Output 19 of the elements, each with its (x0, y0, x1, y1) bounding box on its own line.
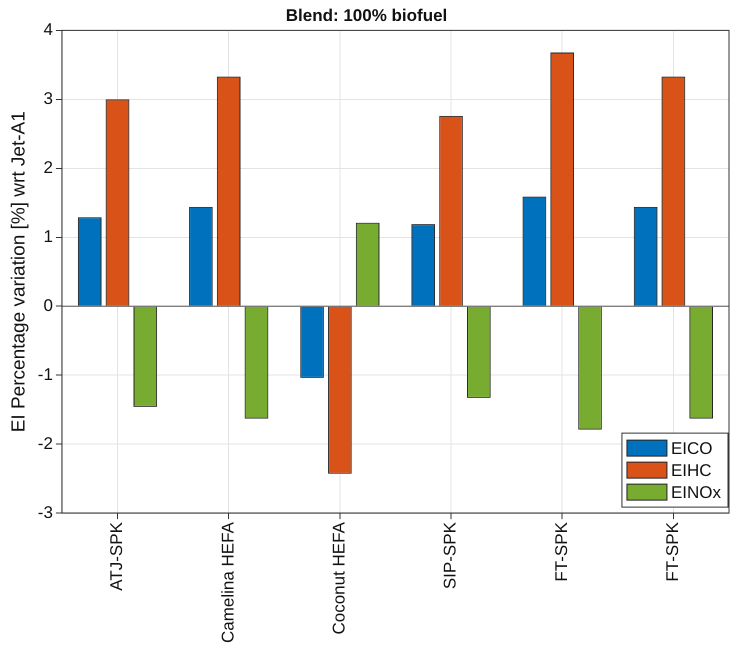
y-tick-label: -3 (38, 502, 53, 522)
x-tick-label: SIP-SPK (440, 521, 460, 590)
y-tick-label: 4 (43, 20, 53, 40)
x-tick-label: FT-SPK (663, 521, 682, 582)
legend-label: EIHC (670, 460, 712, 480)
y-axis-title: EI Percentage variation [%] wrt Jet-A1 (8, 111, 30, 432)
y-tick-label: 1 (43, 226, 53, 246)
y-tick-label: -2 (38, 434, 53, 453)
y-tick-label: 3 (43, 89, 53, 108)
chart-title: Blend: 100% biofuel (286, 6, 448, 25)
y-tick-label: 2 (43, 158, 53, 177)
y-tick-label: -1 (38, 364, 53, 384)
x-tick-label: FT-SPK (552, 521, 571, 582)
x-tick-label: Camelina HEFA (218, 521, 238, 644)
x-tick-label: Coconut HEFA (330, 521, 349, 635)
x-tick-label: ATJ-SPK (107, 521, 126, 591)
legend-label: EINOx (670, 482, 722, 502)
legend-label: EICO (670, 438, 712, 458)
y-tick-label: 0 (43, 296, 53, 315)
